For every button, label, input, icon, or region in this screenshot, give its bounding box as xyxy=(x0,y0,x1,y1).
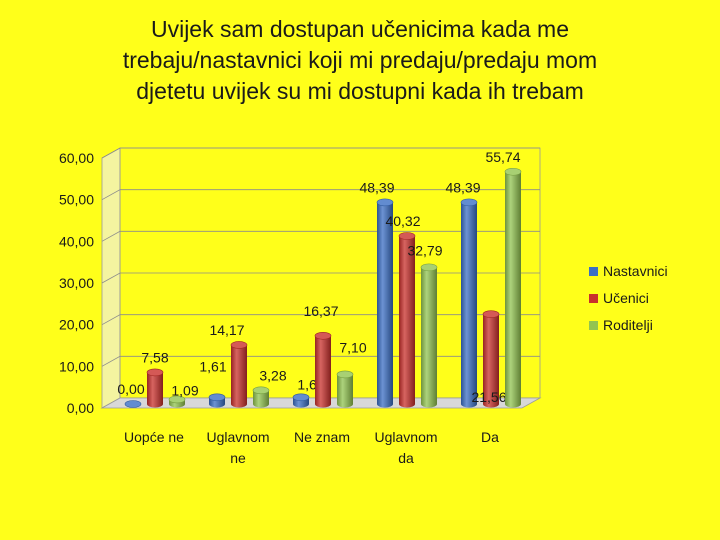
bar-učenici xyxy=(147,372,163,408)
x-tick-label: ne xyxy=(230,450,246,466)
bar-top xyxy=(420,263,438,272)
bar-top xyxy=(482,310,500,318)
bar-top xyxy=(252,386,270,395)
y-tick-label: 60,00 xyxy=(59,150,94,166)
bar-top xyxy=(314,331,332,340)
bar-učenici xyxy=(399,236,415,408)
y-tick-label: 30,00 xyxy=(59,275,94,291)
bar-top xyxy=(208,393,226,402)
bar-top xyxy=(398,232,416,240)
bar-roditelji xyxy=(253,390,269,408)
legend-swatch xyxy=(589,294,598,303)
y-tick-label: 40,00 xyxy=(59,233,94,249)
y-tick-label: 0,00 xyxy=(67,400,94,416)
x-tick-label: Ne znam xyxy=(294,429,350,445)
data-label: 14,17 xyxy=(209,322,244,338)
title-line-3: djetetu uvijek su mi dostupni kada ih tr… xyxy=(136,78,584,104)
legend-item: Nastavnici xyxy=(603,263,668,279)
bar-top xyxy=(376,198,394,207)
gridline xyxy=(101,189,540,201)
bar-top xyxy=(292,393,310,402)
bar-top xyxy=(146,368,164,377)
bar-top xyxy=(230,341,248,349)
gridline xyxy=(101,230,540,242)
y-tick-label: 50,00 xyxy=(59,192,94,208)
data-label: 1,09 xyxy=(171,382,198,398)
bar-top xyxy=(336,370,354,379)
title-line-1: Uvijek sam dostupan učenicima kada me xyxy=(150,16,570,42)
data-label: 40,32 xyxy=(385,213,420,229)
data-label: 0,00 xyxy=(117,381,144,397)
data-label: 55,74 xyxy=(485,149,520,165)
y-tick-label: 10,00 xyxy=(59,358,94,374)
bar-roditelji xyxy=(505,171,521,408)
legend-item: Roditelji xyxy=(603,317,653,333)
data-label: 32,79 xyxy=(407,242,442,258)
bar-učenici xyxy=(483,314,499,408)
bar-top xyxy=(460,198,478,207)
bar-top xyxy=(504,167,522,176)
bar-roditelji xyxy=(337,374,353,408)
data-label: 3,28 xyxy=(259,367,286,383)
bar-nastavnici xyxy=(377,202,393,408)
data-label: 1,61 xyxy=(199,358,226,374)
data-label: 7,10 xyxy=(339,339,366,355)
legend-swatch xyxy=(589,321,598,330)
legend-item: Učenici xyxy=(603,290,649,306)
bar-top xyxy=(124,400,142,408)
x-tick-label: Uglavnom xyxy=(206,429,269,445)
slide-title: Uvijek sam dostupan učenicima kada me tr… xyxy=(40,14,680,107)
title-line-2: trebaju/nastavnici koji mi predaju/preda… xyxy=(122,47,598,73)
bar-učenici xyxy=(231,344,247,408)
bar-nastavnici xyxy=(461,202,477,408)
data-label: 48,39 xyxy=(359,179,394,195)
data-label: 48,39 xyxy=(445,179,480,195)
legend-swatch xyxy=(589,267,598,276)
data-label: 21,56 xyxy=(471,389,506,405)
data-label: 7,58 xyxy=(141,349,168,365)
data-label: 16,37 xyxy=(303,303,338,319)
bar-roditelji xyxy=(421,267,437,408)
x-tick-label: Uglavnom xyxy=(374,429,437,445)
y-tick-label: 20,00 xyxy=(59,317,94,333)
gridline xyxy=(101,147,540,159)
x-tick-label: Uopće ne xyxy=(124,429,184,445)
x-tick-label: Da xyxy=(481,429,499,445)
bar-top xyxy=(168,395,186,404)
x-tick-label: da xyxy=(398,450,414,466)
bar-učenici xyxy=(315,335,331,408)
